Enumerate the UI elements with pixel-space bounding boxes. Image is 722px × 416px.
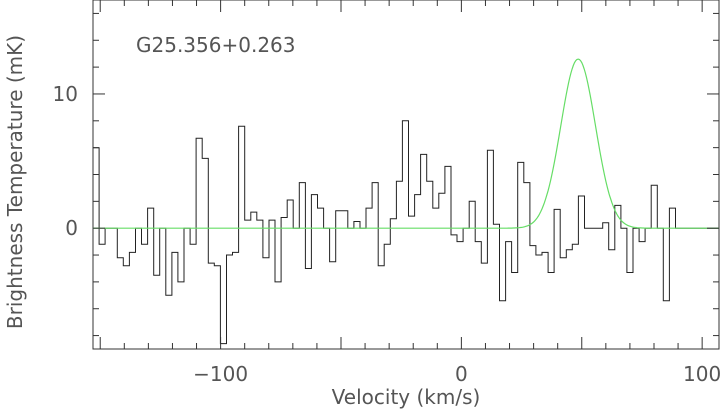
axis-ticks bbox=[93, 0, 719, 349]
x-axis-label: Velocity (km/s) bbox=[332, 385, 481, 409]
spectrum-step-line bbox=[93, 120, 719, 345]
x-tick-label: 0 bbox=[455, 362, 468, 386]
fit-series bbox=[93, 58, 719, 229]
y-tick-label: 10 bbox=[53, 82, 78, 106]
y-axis-label: Brightness Temperature (mK) bbox=[3, 35, 27, 329]
source-annotation: G25.356+0.263 bbox=[136, 33, 296, 57]
x-tick-label: −100 bbox=[193, 362, 248, 386]
x-tick-label: 100 bbox=[683, 362, 721, 386]
axis-tick-labels: −100 0 100 0 10 bbox=[53, 82, 722, 386]
gaussian-fit-line bbox=[93, 58, 719, 229]
spectrum-series bbox=[93, 120, 719, 345]
y-tick-label: 0 bbox=[65, 216, 78, 240]
